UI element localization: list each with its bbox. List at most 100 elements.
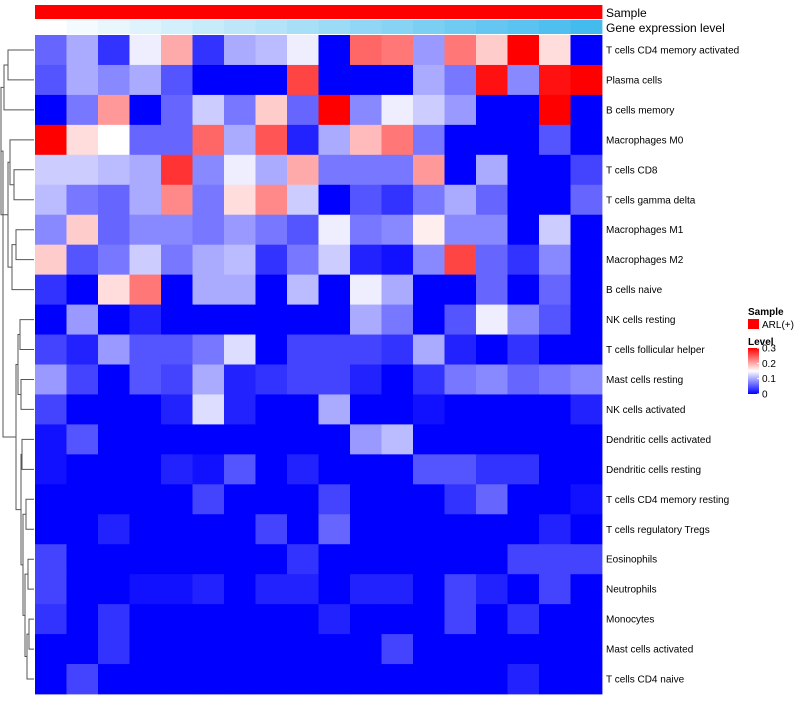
heatmap-cell bbox=[507, 274, 540, 305]
heatmap-cell bbox=[539, 124, 571, 156]
heatmap-cell bbox=[98, 304, 130, 335]
row-label: T cells gamma delta bbox=[606, 195, 696, 206]
heatmap-cell bbox=[255, 244, 288, 276]
heatmap-cell bbox=[476, 304, 508, 335]
heatmap-cell bbox=[224, 424, 256, 455]
heatmap-cell bbox=[444, 64, 477, 96]
heatmap-cell bbox=[66, 94, 99, 126]
heatmap-cell bbox=[350, 274, 382, 305]
heatmap-cell bbox=[381, 634, 414, 665]
dendrogram-branch bbox=[1, 150, 16, 438]
heatmap-cell bbox=[507, 64, 540, 96]
heatmap-cell bbox=[224, 64, 256, 96]
heatmap-cell bbox=[192, 454, 225, 485]
annotation-cell bbox=[224, 5, 256, 19]
heatmap-cell bbox=[224, 664, 256, 695]
heatmap-cell bbox=[350, 544, 382, 575]
heatmap-cell bbox=[570, 184, 603, 216]
heatmap-cell bbox=[129, 124, 162, 156]
heatmap-cell bbox=[98, 214, 130, 246]
heatmap-cell bbox=[35, 394, 67, 425]
heatmap-cell bbox=[255, 35, 288, 66]
heatmap-cell bbox=[255, 514, 288, 545]
heatmap-cell bbox=[98, 574, 130, 605]
heatmap-cell bbox=[224, 35, 256, 66]
heatmap-cell bbox=[192, 394, 225, 425]
heatmap-cell bbox=[192, 64, 225, 96]
annotation-cell bbox=[381, 5, 414, 19]
heatmap-cell bbox=[413, 124, 445, 156]
heatmap-cell bbox=[255, 304, 288, 335]
heatmap-cell bbox=[318, 184, 351, 216]
heatmap-cell bbox=[318, 124, 351, 156]
dendrogram-branch bbox=[15, 229, 34, 261]
row-label: Macrophages M2 bbox=[606, 255, 684, 266]
heatmap-cell bbox=[381, 334, 414, 365]
legend-level-ticks: 0.3 0.2 0.1 0 bbox=[757, 344, 776, 401]
heatmap-cell bbox=[224, 274, 256, 305]
dendrogram-branch bbox=[28, 618, 34, 650]
heatmap-cell bbox=[444, 154, 477, 186]
heatmap-cell bbox=[287, 604, 319, 635]
annotation-cell bbox=[350, 20, 382, 34]
heatmap-cell bbox=[161, 664, 193, 695]
heatmap-cell bbox=[318, 64, 351, 96]
annotation-cell bbox=[444, 20, 477, 34]
heatmap-cell bbox=[539, 35, 571, 66]
heatmap-cell bbox=[98, 544, 130, 575]
row-label: Plasma cells bbox=[606, 75, 662, 86]
legend-tick-label: 0.2 bbox=[762, 359, 776, 370]
heatmap-cell bbox=[507, 394, 540, 425]
heatmap-cell bbox=[255, 64, 288, 96]
heatmap-cell bbox=[350, 664, 382, 695]
heatmap-cell bbox=[224, 574, 256, 605]
heatmap-cell bbox=[507, 604, 540, 635]
heatmap-cell bbox=[224, 124, 256, 156]
heatmap-cell bbox=[570, 664, 603, 695]
heatmap-cell bbox=[413, 544, 445, 575]
legend: Sample ARL(+) Level 0.3 0.2 0.1 0 bbox=[748, 307, 794, 401]
heatmap-cell bbox=[66, 664, 99, 695]
heatmap-cell bbox=[413, 424, 445, 455]
heatmap-cell bbox=[413, 244, 445, 276]
heatmap-cell bbox=[35, 184, 67, 216]
annotation-label: Sample bbox=[606, 6, 647, 20]
annotation-cell bbox=[192, 20, 225, 34]
heatmap-cell bbox=[539, 184, 571, 216]
row-label: T cells regulatory Tregs bbox=[606, 525, 710, 536]
heatmap-cell bbox=[539, 514, 571, 545]
heatmap-cell bbox=[413, 304, 445, 335]
heatmap-cell bbox=[287, 124, 319, 156]
heatmap-cell bbox=[570, 364, 603, 395]
heatmap-cell bbox=[129, 154, 162, 186]
dendrogram-branch bbox=[7, 49, 34, 81]
row-label: Monocytes bbox=[606, 615, 654, 626]
heatmap-cell bbox=[476, 334, 508, 365]
heatmap-cell bbox=[98, 604, 130, 635]
heatmap-cell bbox=[255, 544, 288, 575]
heatmap-cell bbox=[255, 634, 288, 665]
heatmap-cell bbox=[255, 274, 288, 305]
heatmap-cell bbox=[381, 124, 414, 156]
heatmap-cell bbox=[35, 514, 67, 545]
heatmap-cell bbox=[507, 514, 540, 545]
heatmap-cell bbox=[413, 664, 445, 695]
heatmap-cell bbox=[539, 454, 571, 485]
heatmap-cell bbox=[318, 94, 351, 126]
heatmap-cell bbox=[66, 154, 99, 186]
dendrogram-branch bbox=[13, 169, 34, 201]
annotation-cell bbox=[98, 20, 130, 34]
heatmap-cell bbox=[192, 214, 225, 246]
heatmap-cell bbox=[287, 394, 319, 425]
heatmap-cell bbox=[35, 634, 67, 665]
heatmap-cell bbox=[98, 394, 130, 425]
legend-tick-label: 0.1 bbox=[762, 374, 776, 385]
heatmap-cell bbox=[255, 664, 288, 695]
annotation-cell bbox=[35, 5, 67, 19]
heatmap-cell bbox=[413, 64, 445, 96]
annotation-cell bbox=[318, 5, 351, 19]
row-labels: T cells CD4 memory activated Plasma cells… bbox=[606, 45, 739, 685]
heatmap-cell bbox=[35, 154, 67, 186]
heatmap-cell bbox=[192, 35, 225, 66]
legend-tick-label: 0.3 bbox=[762, 344, 776, 355]
